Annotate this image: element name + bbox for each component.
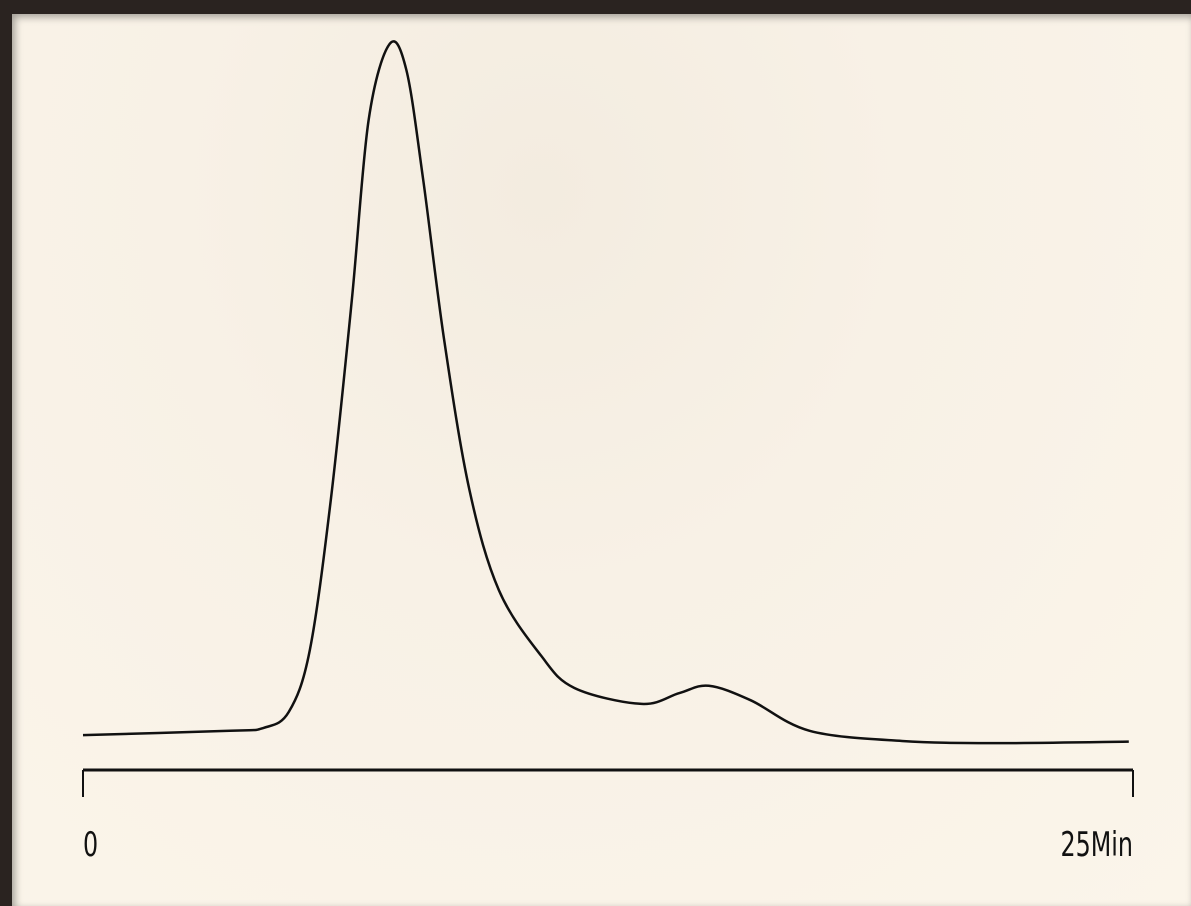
chart-panel [12, 14, 1191, 906]
x-tick-label: 0 [83, 825, 98, 864]
x-tick-label: 25Min [1061, 825, 1133, 864]
chromatogram-line [82, 40, 1129, 745]
